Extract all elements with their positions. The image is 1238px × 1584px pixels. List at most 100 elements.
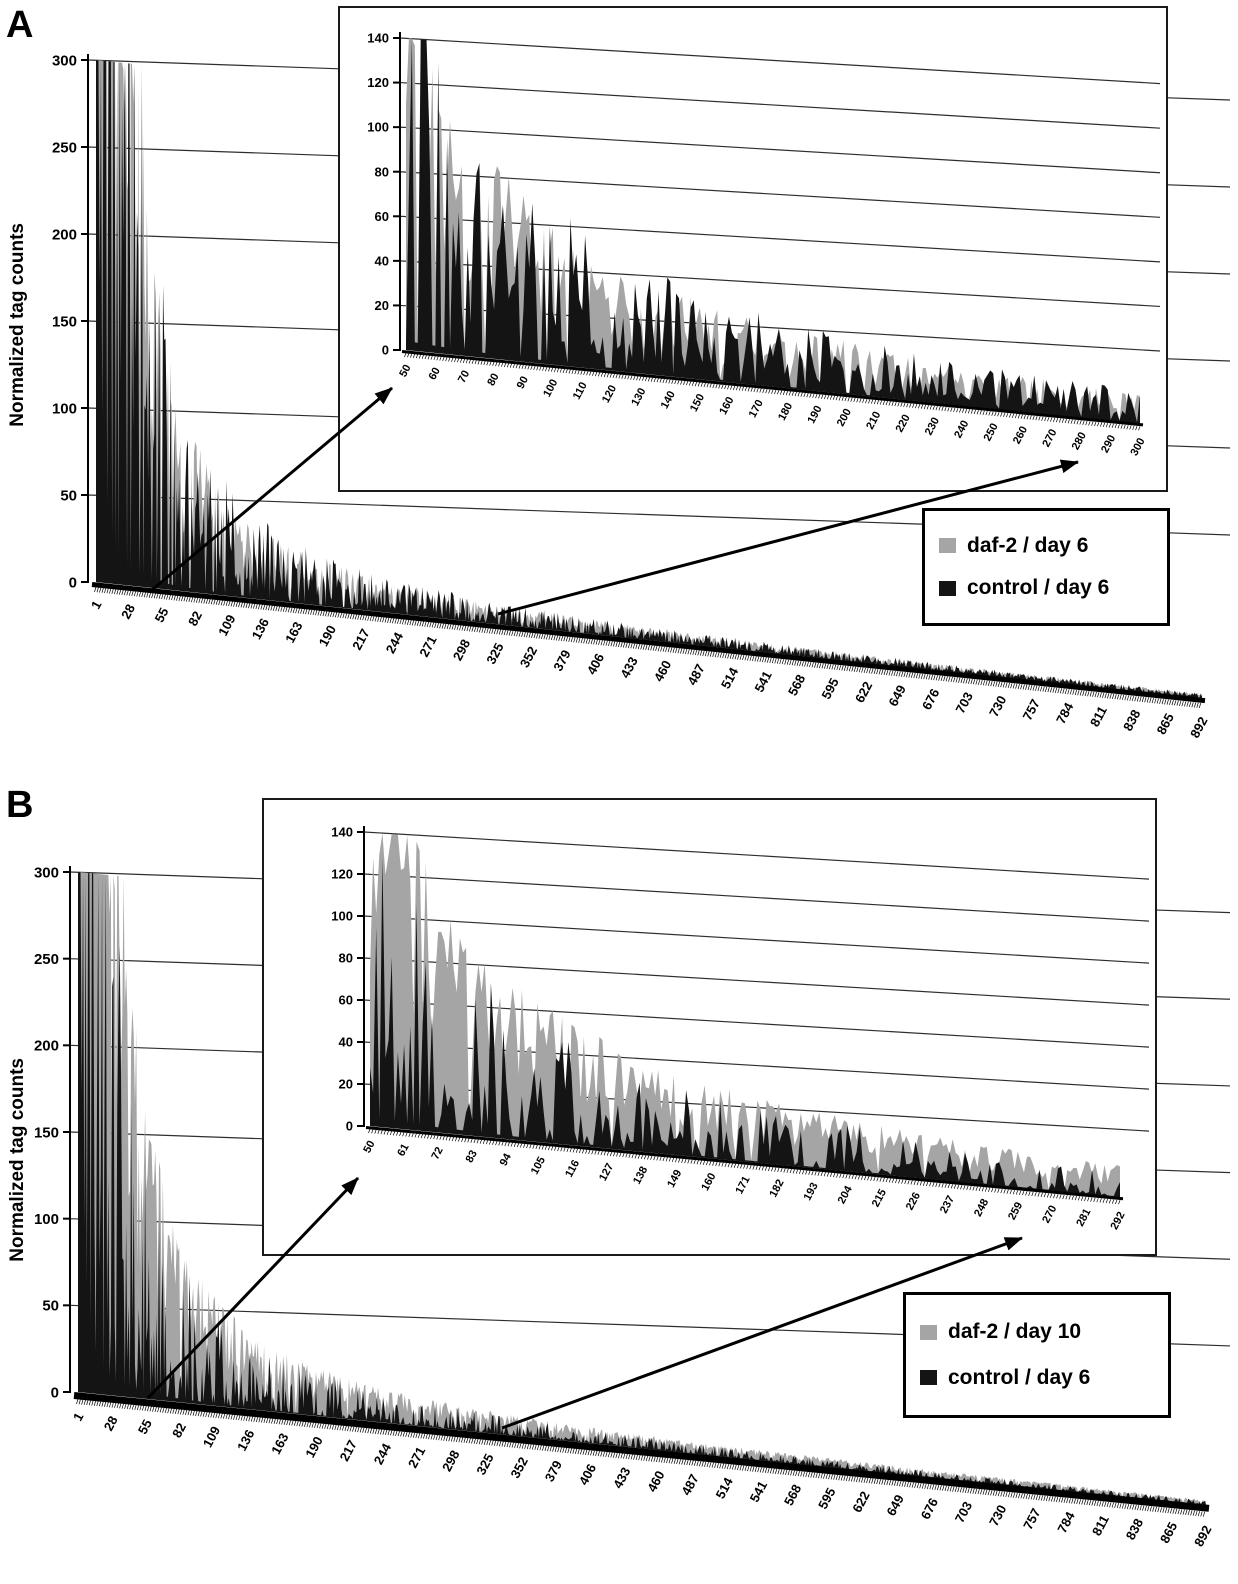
svg-text:595: 595	[815, 1485, 838, 1511]
svg-text:290: 290	[1099, 433, 1118, 455]
svg-text:40: 40	[375, 253, 389, 268]
svg-text:237: 237	[938, 1194, 957, 1216]
svg-text:60: 60	[427, 366, 443, 382]
svg-text:784: 784	[1053, 699, 1077, 726]
svg-text:514: 514	[718, 664, 742, 691]
svg-text:171: 171	[733, 1174, 752, 1196]
x-axis	[73, 1392, 1210, 1517]
svg-text:271: 271	[416, 633, 439, 659]
panel-b-label: B	[6, 784, 34, 826]
legend-label: daf-2 / day 10	[948, 1320, 1082, 1344]
svg-text:325: 325	[483, 640, 506, 666]
svg-text:0: 0	[69, 574, 77, 591]
svg-text:250: 250	[982, 421, 1001, 443]
svg-text:100: 100	[367, 120, 389, 135]
svg-text:406: 406	[584, 651, 607, 677]
svg-text:149: 149	[665, 1168, 684, 1190]
svg-text:100: 100	[34, 1211, 59, 1228]
daf2-series-swatch	[920, 1324, 937, 1340]
svg-text:460: 460	[651, 658, 674, 684]
svg-text:260: 260	[1011, 424, 1030, 446]
svg-text:120: 120	[367, 75, 389, 90]
svg-text:80: 80	[485, 371, 501, 387]
svg-text:568: 568	[781, 1482, 804, 1508]
panel-a: A Normalized tag counts 0 50 100 150 200 250 3…	[0, 0, 1238, 780]
panel-b-inset: 0 20 40 60 80 100 120 140 50 61 72 83 94 105 116 127 138…	[262, 798, 1157, 1256]
x-axis	[365, 1126, 1124, 1205]
svg-text:300: 300	[34, 864, 59, 881]
svg-text:28: 28	[101, 1413, 121, 1433]
svg-text:116: 116	[563, 1158, 582, 1179]
svg-text:20: 20	[339, 1077, 353, 1092]
svg-text:259: 259	[1006, 1200, 1025, 1222]
y-axis: 0 50 100 150 200 250 300	[34, 864, 71, 1401]
legend-item: daf-2 / day 10	[920, 1320, 1154, 1344]
svg-text:595: 595	[818, 675, 841, 701]
svg-text:90: 90	[515, 374, 531, 390]
svg-text:1: 1	[70, 1410, 87, 1423]
svg-text:220: 220	[894, 413, 913, 435]
svg-text:204: 204	[836, 1183, 856, 1206]
control-series-swatch	[920, 1370, 937, 1386]
svg-text:250: 250	[52, 139, 77, 156]
panel-a-legend: daf-2 / day 6 control / day 6	[922, 508, 1170, 626]
svg-text:244: 244	[383, 629, 407, 656]
svg-text:433: 433	[617, 654, 640, 680]
svg-text:110: 110	[571, 380, 590, 401]
svg-text:200: 200	[34, 1038, 59, 1055]
svg-text:150: 150	[52, 313, 77, 330]
svg-text:94: 94	[498, 1151, 515, 1168]
svg-text:210: 210	[864, 410, 883, 432]
svg-text:55: 55	[151, 605, 171, 625]
svg-text:811: 811	[1087, 704, 1110, 730]
svg-text:240: 240	[952, 418, 971, 440]
x-axis	[91, 582, 1206, 709]
svg-text:136: 136	[249, 616, 272, 642]
svg-text:127: 127	[597, 1161, 616, 1183]
svg-text:61: 61	[395, 1142, 411, 1158]
svg-text:55: 55	[135, 1417, 155, 1437]
svg-text:217: 217	[337, 1437, 360, 1463]
svg-text:80: 80	[339, 951, 353, 966]
svg-text:140: 140	[367, 31, 389, 46]
svg-text:244: 244	[371, 1440, 395, 1467]
svg-text:50: 50	[60, 487, 77, 504]
svg-text:250: 250	[34, 951, 59, 968]
svg-text:487: 487	[684, 661, 707, 687]
legend-item: control / day 6	[920, 1366, 1154, 1390]
svg-text:460: 460	[644, 1468, 667, 1494]
svg-text:138: 138	[631, 1165, 650, 1187]
panel-a-y-axis-title: Normalized tag counts	[0, 170, 36, 480]
daf2-series-swatch	[939, 538, 956, 554]
svg-text:676: 676	[918, 1496, 941, 1522]
svg-text:379: 379	[542, 1458, 565, 1484]
legend-item: daf-2 / day 6	[939, 534, 1153, 558]
svg-text:514: 514	[713, 1474, 737, 1501]
svg-text:838: 838	[1123, 1516, 1146, 1542]
legend-label: control / day 6	[967, 576, 1110, 600]
svg-text:248: 248	[972, 1197, 991, 1219]
svg-text:190: 190	[805, 404, 824, 426]
svg-text:487: 487	[678, 1472, 701, 1498]
svg-text:0: 0	[346, 1119, 353, 1134]
legend-label: daf-2 / day 6	[967, 533, 1089, 557]
svg-text:60: 60	[339, 993, 353, 1008]
svg-text:0: 0	[382, 343, 389, 358]
y-axis: 0 20 40 60 80 100 120 140	[331, 825, 365, 1134]
svg-text:150: 150	[688, 392, 707, 414]
svg-text:215: 215	[870, 1187, 889, 1209]
panel-b-legend: daf-2 / day 10 control / day 6	[903, 1292, 1171, 1418]
svg-text:379: 379	[550, 647, 573, 673]
svg-text:280: 280	[1070, 430, 1089, 452]
svg-text:160: 160	[717, 395, 736, 417]
svg-text:140: 140	[659, 389, 678, 411]
svg-text:190: 190	[302, 1434, 325, 1460]
svg-text:649: 649	[883, 1492, 906, 1518]
svg-text:865: 865	[1154, 711, 1177, 737]
svg-text:730: 730	[986, 1502, 1009, 1528]
svg-text:163: 163	[268, 1431, 291, 1457]
svg-text:298: 298	[450, 637, 473, 663]
panel-b-inset-chart: 0 20 40 60 80 100 120 140 50 61 72 83 94 105 116 127 138…	[331, 825, 1150, 1232]
